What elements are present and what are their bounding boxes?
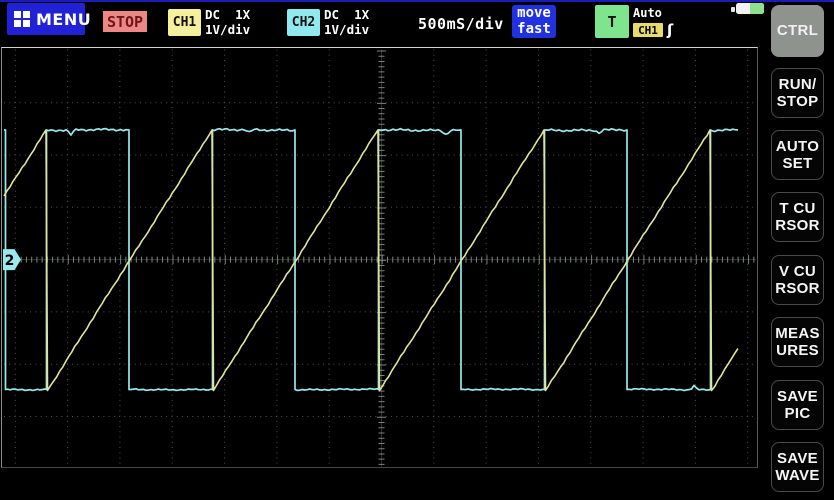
button-label: AUTO — [775, 137, 820, 155]
ch2-position-marker[interactable]: 2 — [3, 249, 21, 271]
trigger-source-badge: CH1 — [633, 23, 663, 37]
pan-speed-line1: move — [517, 5, 551, 21]
button-run-stop[interactable]: RUN/STOP — [771, 68, 824, 118]
button-label: SET — [782, 155, 813, 172]
pan-speed-line2: fast — [517, 20, 551, 37]
ch1-scale: 1V/div — [205, 21, 251, 37]
timebase-readout[interactable]: 500mS/div — [418, 15, 504, 33]
button-label: SAVE — [777, 387, 818, 405]
button-label: URES — [776, 342, 819, 359]
button-label: WAVE — [775, 467, 820, 484]
top-bar: MENU STOP CH1 DC 1X 1V/div CH2 DC 1X 1V/di… — [0, 0, 834, 45]
rising-edge-icon: ʃ — [667, 21, 674, 39]
pan-speed-button[interactable]: move fast — [512, 5, 556, 38]
button-label: RSOR — [775, 280, 820, 297]
button-save-wave[interactable]: SAVE WAVE — [771, 442, 824, 492]
ch1-badge[interactable]: CH1 — [168, 9, 201, 36]
button-label: SAVE — [777, 449, 818, 467]
button-measures[interactable]: MEAS URES — [771, 317, 824, 367]
button-auto-set[interactable]: AUTO SET — [771, 130, 824, 180]
ch2-badge[interactable]: CH2 — [287, 9, 320, 36]
button-label: RUN/ — [778, 75, 817, 93]
ch2-scale: 1V/div — [324, 21, 370, 37]
button-label: MEAS — [775, 324, 820, 342]
menu-button[interactable]: MENU — [7, 3, 91, 35]
button-save-pic[interactable]: SAVE PIC — [771, 380, 824, 430]
ch1-coupling: DC 1X — [205, 7, 251, 22]
ch2-coupling: DC 1X — [324, 7, 370, 22]
button-label: V CU — [778, 262, 817, 280]
ch1-settings: DC 1X 1V/div — [205, 7, 251, 37]
ch2-settings: DC 1X 1V/div — [324, 7, 370, 37]
trigger-mode: Auto — [633, 6, 662, 20]
button-label: CTRL — [776, 22, 819, 40]
button-label: STOP — [776, 93, 819, 110]
battery-icon — [731, 3, 764, 15]
waveform-canvas: 2 — [3, 49, 756, 467]
button-ctrl[interactable]: CTRL — [771, 5, 824, 57]
top-accent-line — [0, 0, 834, 2]
ch1-trace — [3, 129, 739, 392]
ch2-marker-label: 2 — [5, 253, 15, 269]
menu-label: MENU — [36, 9, 92, 29]
acquisition-status-badge[interactable]: STOP — [103, 11, 147, 32]
trigger-badge[interactable]: T — [595, 5, 629, 38]
graticule — [4, 49, 756, 467]
button-t-cursor[interactable]: T CU RSOR — [771, 192, 824, 242]
grid-menu-icon — [14, 11, 30, 27]
button-label: RSOR — [775, 217, 820, 234]
button-label: PIC — [784, 405, 811, 422]
trigger-info: Auto CH1 ʃ — [633, 6, 674, 39]
button-v-cursor[interactable]: V CU RSOR — [771, 255, 824, 305]
scope-display[interactable]: 2 — [1, 47, 758, 468]
ch2-trace — [4, 127, 739, 392]
button-label: T CU — [779, 199, 816, 217]
